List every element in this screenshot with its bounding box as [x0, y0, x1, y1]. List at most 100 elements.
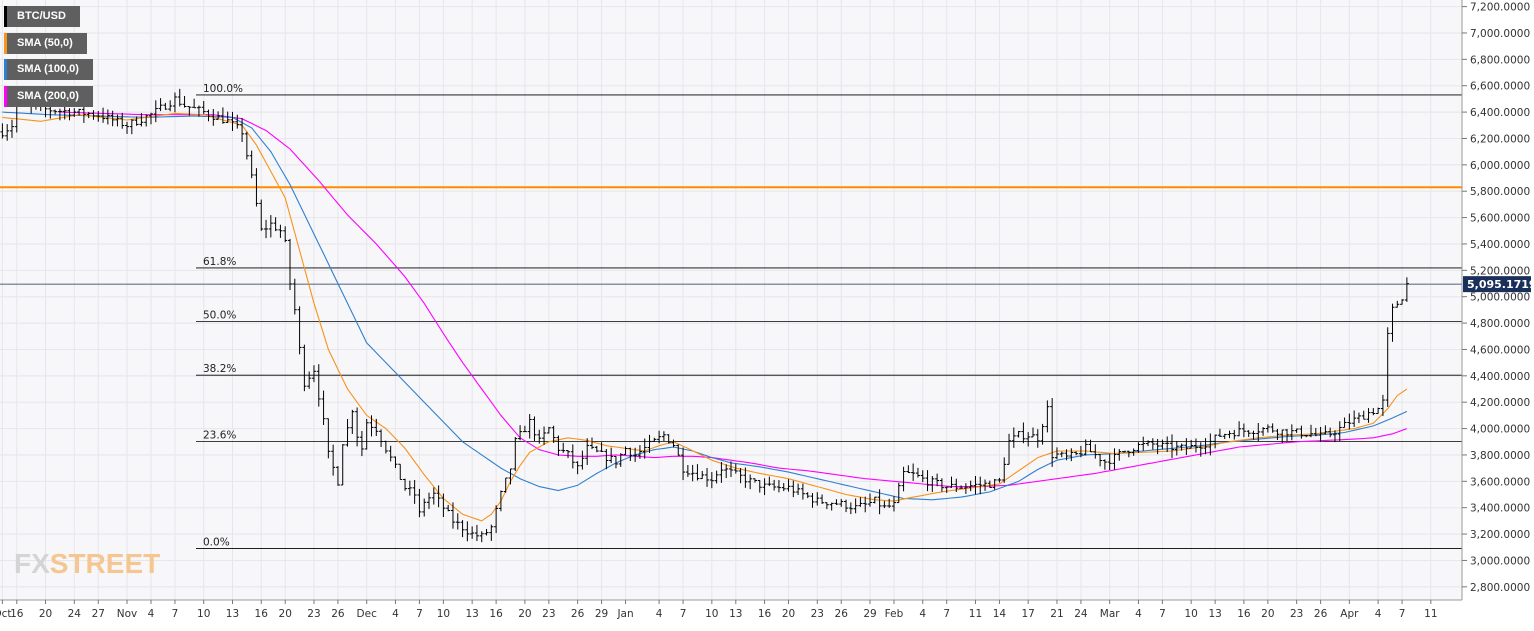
ohlc-bar: [575, 461, 580, 475]
ohlc-bar: [110, 110, 115, 127]
ohlc-bar: [163, 102, 168, 110]
ohlc-bar: [503, 477, 508, 493]
x-tick-label: 10: [437, 608, 450, 620]
ohlc-bar: [340, 444, 345, 486]
legend-sma50[interactable]: SMA (50,0): [4, 33, 87, 54]
ohlc-bar: [220, 107, 225, 124]
ohlc-bar: [589, 437, 594, 450]
ohlc-bar: [1352, 410, 1357, 427]
ohlc-bar: [1347, 413, 1352, 430]
ohlc-bar: [1002, 457, 1007, 483]
ohlc-bar: [733, 463, 738, 474]
y-tick-label: 6,600.0000: [1470, 81, 1530, 93]
ohlc-bar: [1107, 453, 1112, 471]
ohlc-bar: [1270, 423, 1275, 433]
ohlc-bar: [72, 108, 77, 117]
ohlc-bar: [355, 407, 360, 447]
ohlc-bar: [872, 496, 877, 504]
ohlc-bar: [57, 108, 62, 121]
ohlc-bar: [877, 489, 882, 515]
ohlc-bar: [1217, 428, 1222, 438]
ohlc-bar: [1246, 430, 1251, 437]
x-tick-label: Feb: [885, 608, 904, 620]
ohlc-bar: [542, 426, 547, 445]
ohlc-bar: [815, 492, 820, 506]
ohlc-bar: [1179, 443, 1184, 451]
ohlc-bar: [403, 478, 408, 491]
legend-btcusd[interactable]: BTC/USD: [4, 6, 80, 27]
ohlc-bar: [537, 429, 542, 444]
ohlc-bar: [1313, 427, 1318, 437]
ohlc-bar: [978, 476, 983, 495]
ohlc-bar: [915, 467, 920, 478]
ohlc-bar: [1059, 451, 1064, 458]
ohlc-bar: [853, 498, 858, 514]
ohlc-bar: [1074, 451, 1079, 456]
ohlc-bar: [1342, 417, 1347, 428]
legend-sma100[interactable]: SMA (100,0): [4, 59, 93, 80]
ohlc-bar: [1371, 408, 1376, 416]
ohlc-bar: [53, 109, 58, 115]
ohlc-bar: [1385, 327, 1390, 407]
ohlc-bar: [1007, 433, 1012, 465]
ohlc-bar: [230, 111, 235, 131]
ohlc-bar: [1069, 448, 1074, 462]
ohlc-bar: [963, 483, 968, 494]
ohlc-bar: [148, 112, 153, 125]
ohlc-bar: [1030, 427, 1035, 438]
y-axis-area: [1462, 0, 1534, 626]
ohlc-bar: [139, 113, 144, 127]
fib-label-5: 0.0%: [203, 537, 230, 549]
x-tick-label: 4: [919, 608, 926, 620]
ohlc-bar: [906, 465, 911, 474]
ohlc-bar: [1126, 450, 1131, 458]
current-price-badge: [1463, 276, 1531, 293]
ohlc-bar: [1261, 427, 1266, 436]
ohlc-bar: [1198, 442, 1203, 457]
ohlc-bar: [594, 445, 599, 453]
x-tick-label: 23: [542, 608, 555, 620]
ohlc-bar: [273, 217, 278, 232]
ohlc-bar: [484, 528, 489, 536]
ohlc-bar: [585, 438, 590, 465]
y-tick-label: 4,200.0000: [1470, 397, 1530, 409]
x-tick-label: 4: [1135, 608, 1142, 620]
ohlc-bar: [1280, 429, 1285, 443]
ohlc-bar: [307, 371, 312, 389]
ohlc-bar: [527, 414, 532, 439]
x-tick-label: 16: [1237, 608, 1251, 620]
ohlc-bar: [1400, 299, 1405, 305]
x-tick-label: 10: [197, 608, 210, 620]
ohlc-bar: [954, 478, 959, 493]
ohlc-bar: [1050, 398, 1055, 467]
x-tick-label: 24: [1074, 608, 1088, 620]
ohlc-bar: [623, 446, 628, 455]
ohlc-bar: [925, 470, 930, 492]
y-tick-label: 5,800.0000: [1470, 186, 1530, 198]
ohlc-bar: [508, 468, 513, 485]
ohlc-bar: [642, 438, 647, 459]
ohlc-bar: [676, 444, 681, 456]
ohlc-bar: [738, 468, 743, 484]
ohlc-bar: [1117, 449, 1122, 461]
ohlc-bar: [422, 498, 427, 517]
y-tick-label: 3,600.0000: [1470, 476, 1530, 488]
ohlc-bar: [714, 470, 719, 484]
x-tick-label: 4: [148, 608, 155, 620]
ohlc-bar: [772, 479, 777, 491]
logo-fx: FX: [14, 548, 50, 579]
legend-sma200[interactable]: SMA (200,0): [4, 86, 93, 107]
x-tick-label: 29: [863, 608, 876, 620]
ohlc-bar: [887, 498, 892, 508]
ohlc-bar: [172, 92, 177, 113]
ohlc-bar: [657, 430, 662, 444]
y-tick-label: 3,400.0000: [1470, 503, 1530, 515]
ohlc-bar: [1189, 439, 1194, 449]
ohlc-bar: [973, 476, 978, 495]
ohlc-bar: [556, 435, 561, 457]
ohlc-bar: [96, 111, 101, 122]
ohlc-bar: [1361, 410, 1366, 420]
ohlc-bar: [868, 493, 873, 507]
ohlc-bar: [455, 513, 460, 530]
x-tick-label: 7: [416, 608, 423, 620]
